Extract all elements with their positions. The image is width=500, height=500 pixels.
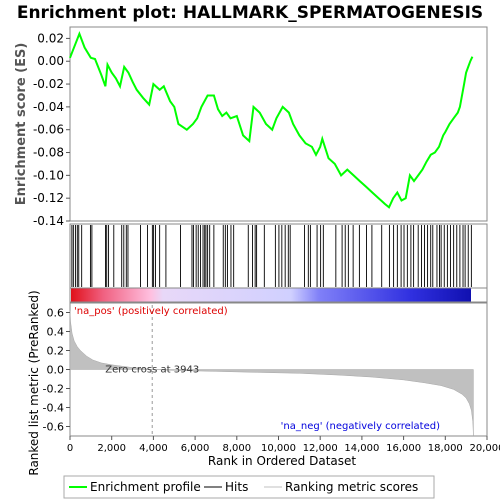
hits-panel: [69, 223, 488, 289]
rank-color-bar-fill: [71, 288, 471, 302]
xtick-label: 4,000: [139, 443, 168, 454]
ranking-metric-area: [69, 310, 474, 437]
es-ytick-label: -0.10: [33, 168, 64, 182]
xtick-label: 16,000: [386, 443, 421, 454]
xtick-label: 0: [67, 443, 73, 454]
xtick-label: 14,000: [344, 443, 379, 454]
rank-color-bar: [69, 287, 488, 303]
es-panel: 0.02 0.00 -0.02 -0.04 -0.06 -0.08 -0.10 -0.12 -0…: [14, 26, 488, 228]
es-ytick-label: -0.04: [33, 100, 64, 114]
xtick-label: 2,000: [97, 443, 126, 454]
xtick-label: 18,000: [428, 443, 463, 454]
enrichment-profile-line: [69, 31, 474, 209]
ranked-ytick-label: 0.4: [47, 326, 65, 339]
es-panel-frame: [69, 26, 488, 222]
es-ytick-label: 0.02: [37, 31, 64, 45]
xtick-label: 6,000: [181, 443, 210, 454]
xtick-label: 10,000: [261, 443, 296, 454]
chart-title: Enrichment plot: HALLMARK_SPERMATOGENESI…: [17, 3, 483, 23]
legend-label-hits: Hits: [225, 480, 248, 494]
ranked-ytick-label: 0.6: [47, 307, 65, 320]
es-ytick-label: -0.02: [33, 77, 64, 91]
neg-correlated-label: 'na_neg' (negatively correlated): [281, 421, 440, 432]
es-ytick-label: -0.12: [33, 191, 64, 205]
ranked-metric-panel: Zero cross at 3943 'na_pos' (positively …: [27, 290, 500, 475]
zero-cross-label: Zero cross at 3943: [105, 365, 199, 376]
ranked-ytick-label: -0.4: [43, 402, 64, 415]
es-ytick-label: -0.06: [33, 123, 64, 137]
x-axis-label: Rank in Ordered Dataset: [208, 454, 356, 468]
es-ytick-label: -0.08: [33, 146, 64, 160]
pos-correlated-label: 'na_pos' (positively correlated): [74, 306, 228, 317]
legend-label-enrichment: Enrichment profile: [90, 480, 201, 494]
legend-frame: [63, 475, 435, 499]
ranked-ytick-label: -0.2: [43, 383, 64, 396]
xtick-label: 20,000: [470, 443, 500, 454]
es-axis-label: Enrichment score (ES): [14, 43, 29, 206]
ranked-ytick-label: 0.0: [47, 364, 65, 377]
legend-label-ranking: Ranking metric scores: [285, 480, 418, 494]
es-ytick-label: -0.14: [33, 214, 64, 228]
rank-color-bar-frame: [69, 287, 488, 303]
ranked-ytick-label: -0.6: [43, 421, 64, 434]
legend: Enrichment profile Hits Ranking metric s…: [63, 475, 435, 499]
xtick-label: 12,000: [303, 443, 338, 454]
ranked-axis-label: Ranked list metric (PreRanked): [27, 290, 41, 475]
xtick-label: 8,000: [222, 443, 251, 454]
es-ytick-label: 0.00: [37, 54, 64, 68]
ranked-ytick-label: 0.2: [47, 345, 65, 358]
